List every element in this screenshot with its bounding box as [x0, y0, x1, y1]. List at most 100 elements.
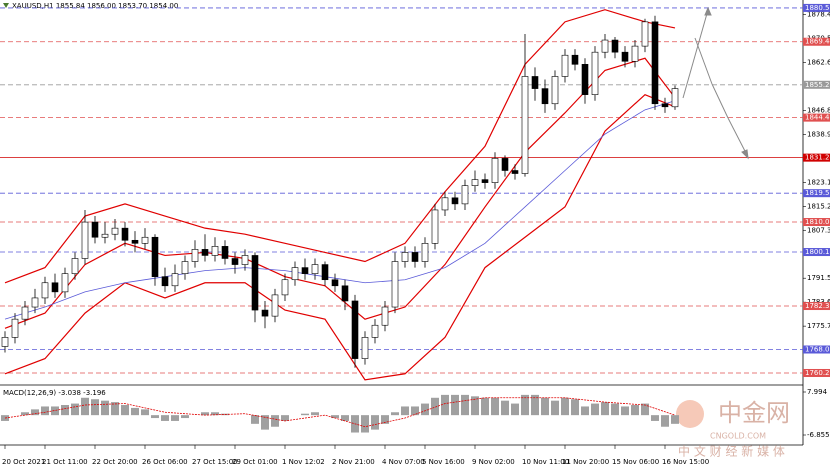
candle-body	[181, 261, 189, 274]
candle-body	[351, 300, 359, 359]
macd-bar	[531, 394, 539, 416]
macd-bar	[451, 394, 459, 416]
macd-bar	[461, 394, 469, 416]
candle-body	[371, 324, 379, 338]
macd-bar	[541, 397, 549, 416]
level-label: 1810.02	[805, 218, 830, 226]
indicator-line	[4, 93, 676, 381]
candle-body	[501, 158, 509, 171]
x-tick-label: 1 Nov 12:02	[282, 458, 325, 466]
macd-bar	[81, 397, 89, 416]
candle-body	[201, 249, 209, 256]
level-label: 1869.44	[805, 38, 830, 46]
macd-bar	[441, 394, 449, 416]
macd-bar	[201, 412, 209, 416]
macd-bar	[521, 394, 529, 416]
macd-bar	[141, 409, 149, 416]
macd-bar	[501, 400, 509, 416]
candle-body	[171, 273, 179, 287]
macd-bar	[171, 415, 179, 421]
level-label: 1760.26	[805, 369, 830, 377]
candle-body	[411, 252, 419, 262]
macd-bar	[591, 403, 599, 416]
candle-body	[431, 209, 439, 244]
macd-bar	[151, 415, 159, 419]
x-tick-label: 26 Oct 06:00	[142, 458, 188, 466]
x-tick-label: 16 Nov 15:00	[662, 458, 709, 466]
candle-body	[131, 239, 139, 244]
macd-bar	[561, 397, 569, 416]
x-tick-label: 2 Nov 21:00	[332, 458, 375, 466]
candle-body	[391, 261, 399, 308]
candle-body	[61, 273, 69, 293]
level-label-box	[803, 37, 830, 46]
candle-body	[571, 54, 579, 65]
macd-bar	[411, 406, 419, 416]
macd-bar	[251, 415, 259, 424]
level-label-box	[803, 368, 830, 377]
candle-body	[71, 258, 79, 274]
level-label: 1819.53	[805, 189, 830, 197]
watermark: 中金网 CNGOLD.COM 中 文 财 经 新 媒 体	[676, 399, 790, 459]
macd-bar	[131, 407, 139, 416]
level-label: 1844.43	[805, 114, 830, 122]
candle-body	[661, 103, 669, 108]
macd-bar	[381, 415, 389, 424]
level-label: 1768.00	[805, 346, 830, 354]
candle-body	[421, 243, 429, 262]
macd-bar	[211, 412, 219, 416]
macd-bar	[261, 415, 269, 430]
level-label-box	[803, 345, 830, 354]
candle-body	[1, 337, 9, 347]
macd-bar	[421, 403, 429, 416]
watermark-slogan: 中 文 财 经 新 媒 体	[678, 444, 785, 459]
candle-body	[671, 88, 679, 108]
macd-bar	[571, 399, 579, 416]
y-tick-label: 1791.50	[807, 274, 830, 282]
candle-body	[41, 282, 49, 299]
level-label-box	[803, 80, 830, 89]
candle-body	[641, 21, 649, 47]
candle-body	[281, 279, 289, 296]
macd-bar	[161, 415, 169, 421]
candle-body	[461, 185, 469, 205]
candle-body	[11, 318, 19, 338]
candle-body	[51, 282, 59, 293]
candle-body	[111, 227, 119, 235]
macd-bar	[51, 406, 59, 416]
candle-body	[251, 255, 259, 311]
candle-body	[241, 255, 249, 265]
macd-bar	[431, 397, 439, 416]
macd-bar	[671, 415, 679, 424]
x-tick-label: 29 Oct 01:00	[232, 458, 278, 466]
candle-body	[161, 276, 169, 287]
candle-body	[21, 306, 29, 320]
macd-bar	[491, 397, 499, 416]
arrow-head	[741, 149, 749, 160]
candle-body	[541, 88, 549, 105]
candle-body	[191, 249, 199, 262]
level-label-box	[803, 3, 830, 12]
candle-body	[261, 309, 269, 317]
macd-bar	[311, 412, 319, 416]
y-tick-label: 1878.40	[807, 11, 830, 19]
candle-body	[531, 76, 539, 89]
macd-bar	[361, 415, 369, 433]
macd-bar	[21, 412, 29, 416]
y-tick-label: 1823.10	[807, 178, 830, 186]
macd-bar	[581, 406, 589, 416]
level-label: 1831.24	[805, 154, 830, 162]
macd-bar	[271, 415, 279, 427]
candle-body	[321, 264, 329, 281]
macd-bar	[101, 400, 109, 416]
macd-bar	[631, 405, 639, 416]
candle-body	[521, 76, 529, 174]
watermark-logo	[676, 400, 704, 428]
level-label-box	[803, 302, 830, 311]
macd-bar	[601, 402, 609, 416]
macd-bar	[181, 415, 189, 419]
macd-bar	[651, 415, 659, 421]
x-tick-label: 22 Oct 20:00	[92, 458, 138, 466]
